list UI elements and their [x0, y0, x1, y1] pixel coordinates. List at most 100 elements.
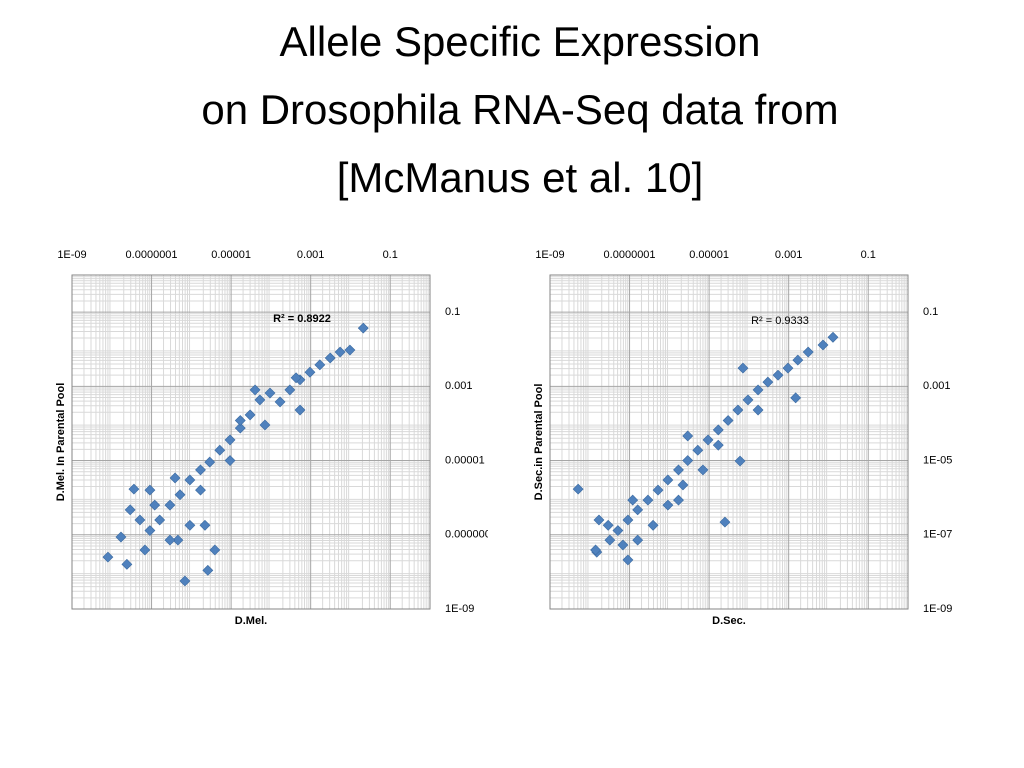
data-point [632, 534, 644, 546]
x-tick-label: 0.1 [383, 249, 398, 261]
data-point [697, 464, 709, 476]
plot-border [71, 274, 431, 610]
slide-title: [McManus et al. 10] [337, 154, 704, 201]
data-point [673, 464, 684, 476]
y-axis-label: D.Sec.in Parental Pool [533, 384, 545, 501]
data-point [264, 387, 276, 399]
data-point [254, 394, 266, 406]
y-tick-label: 1E-09 [445, 603, 474, 615]
data-point [642, 494, 654, 506]
data-point [290, 372, 302, 384]
x-axis-label: D.Mel. [235, 615, 267, 627]
data-point [782, 362, 794, 374]
data-point [802, 346, 814, 358]
data-point [734, 455, 746, 467]
data-point [202, 564, 214, 576]
x-tick-label: 0.1 [861, 249, 876, 261]
data-point [682, 455, 694, 466]
data-point [274, 396, 286, 408]
data-point [172, 534, 184, 546]
x-tick-label: 0.00001 [689, 249, 729, 261]
x-tick-label: 0.001 [775, 249, 803, 261]
chart: 1E-09 0.0000001 0.00001 0.001 0.1 1E-09 1E-07 1… [533, 249, 952, 627]
data-point [249, 384, 261, 396]
plot-border [549, 274, 909, 610]
y-tick-label: 0.00001 [445, 454, 485, 466]
data-point [184, 519, 196, 531]
x-tick-label: 1E-09 [57, 249, 86, 261]
chart: 1E-09 0.0000001 0.00001 0.001 0.1 1E-09 0.0000… [55, 249, 497, 627]
data-point [673, 494, 684, 506]
data-point [612, 525, 624, 536]
data-point [244, 409, 256, 421]
slide-title: Allele Specific Expression [280, 18, 761, 65]
data-point [209, 544, 221, 556]
data-point [622, 514, 634, 526]
y-tick-label: 0.1 [445, 306, 460, 318]
data-point [164, 499, 176, 511]
data-point [732, 404, 744, 416]
data-point [617, 539, 629, 551]
data-point [174, 489, 186, 501]
data-point [224, 455, 236, 466]
data-point [134, 514, 146, 526]
data-point [790, 392, 802, 404]
data-point [334, 346, 346, 358]
data-point [195, 464, 206, 476]
x-axis-label: D.Sec. [712, 615, 746, 627]
y-tick-label: 1E-09 [923, 603, 952, 615]
data-point [772, 369, 784, 381]
data-point [139, 544, 151, 556]
data-point [662, 499, 674, 511]
data-point [792, 354, 804, 366]
data-point [149, 499, 161, 511]
data-point [752, 404, 764, 416]
annotation: R² = 0.9333 [751, 315, 809, 327]
data-point [652, 484, 664, 496]
label-group: 1E-09 0.0000001 0.00001 0.001 0.1 1E-09 0.0000… [57, 249, 497, 615]
x-tick-label: 0.001 [297, 249, 325, 261]
x-tick-label: 0.0000001 [126, 249, 178, 261]
data-point [314, 359, 326, 371]
data-point [179, 575, 191, 587]
data-point [169, 472, 181, 484]
data-point [121, 558, 133, 570]
data-point [214, 444, 226, 456]
data-point [572, 483, 584, 495]
data-point [752, 384, 764, 396]
y-tick-label: 0.001 [923, 380, 951, 392]
data-point [712, 439, 724, 451]
data-point [627, 494, 639, 506]
data-point [632, 504, 644, 516]
y-tick-label: 0.1 [923, 306, 938, 318]
x-tick-label: 0.0000001 [604, 249, 656, 261]
y-tick-label: 0.0000001 [445, 529, 497, 541]
y-axis-label: D.Mel. In Parental Pool [55, 383, 67, 502]
data-point [647, 519, 659, 531]
data-point [294, 404, 306, 416]
data-point [357, 322, 369, 334]
data-point [692, 444, 704, 456]
y-tick-label: 1E-07 [923, 529, 952, 541]
data-point [102, 551, 114, 563]
data-point [719, 516, 731, 528]
data-point [234, 415, 246, 426]
y-tick-label: 0.001 [445, 380, 473, 392]
data-point [128, 483, 140, 495]
data-point [284, 384, 296, 396]
y-tick-label: 1E-05 [923, 454, 952, 466]
data-point [602, 519, 614, 531]
slide-title: on Drosophila RNA-Seq data from [201, 86, 838, 133]
data-point [259, 419, 271, 431]
data-point [737, 362, 749, 374]
x-tick-label: 1E-09 [535, 249, 564, 261]
label-group: 1E-09 0.0000001 0.00001 0.001 0.1 1E-09 1E-07 1… [535, 249, 952, 615]
data-point [722, 415, 734, 426]
data-point [224, 434, 236, 446]
data-point [712, 424, 724, 436]
data-point [622, 554, 634, 566]
data-point [234, 422, 246, 434]
data-point [677, 479, 689, 491]
data-point [199, 519, 211, 531]
